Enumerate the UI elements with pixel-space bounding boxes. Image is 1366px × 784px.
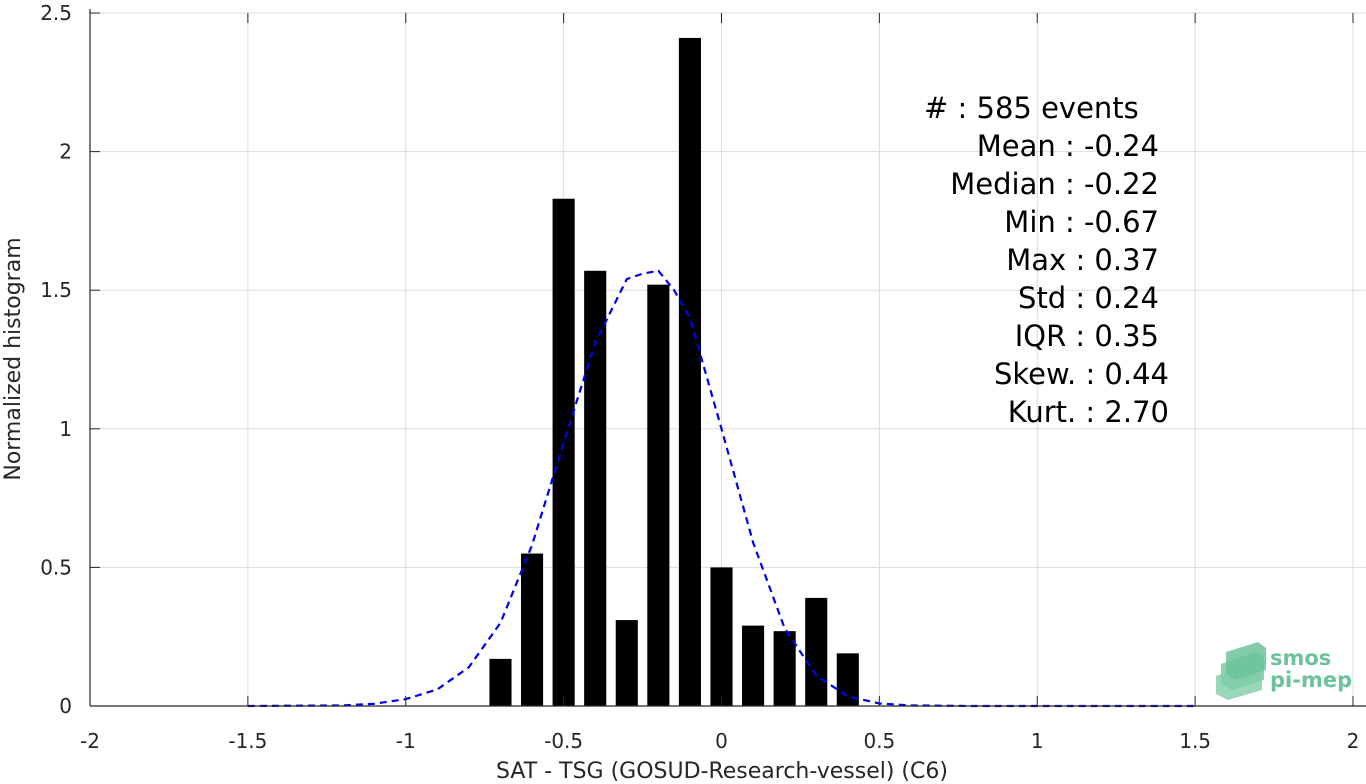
stat-max: Max : 0.37	[1006, 243, 1159, 277]
stat-min: Min : -0.67	[1004, 205, 1159, 239]
histogram-bar	[742, 625, 765, 706]
histogram-bar	[520, 553, 544, 706]
histogram-bar	[805, 597, 828, 706]
y-tick-label: 0	[59, 694, 72, 718]
stat-skew: Skew. : 0.44	[994, 357, 1169, 391]
x-axis-label: SAT - TSG (GOSUD-Research-vessel) (C6)	[496, 759, 948, 784]
x-tick-label: -1.5	[228, 729, 267, 753]
plot-axes	[89, 9, 1366, 707]
stat-iqr: IQR : 0.35	[1015, 319, 1159, 353]
x-tick-label: 2	[1347, 729, 1360, 753]
stat-median: Median : -0.22	[950, 167, 1159, 201]
y-tick-labels: 0 0.5 1 1.5 2 2.5	[40, 1, 72, 718]
stat-std: Std : 0.24	[1018, 281, 1159, 315]
x-tick-label: 0	[715, 729, 728, 753]
histogram-bars	[489, 37, 859, 706]
smos-pimep-logo: smos pi-mep	[1216, 642, 1352, 700]
y-axis-label: Normalized histogram	[1, 237, 26, 480]
histogram-bar	[489, 658, 512, 706]
histogram-bar	[552, 198, 575, 706]
y-tick-label: 2	[59, 140, 72, 164]
stat-kurt: Kurt. : 2.70	[1008, 395, 1169, 429]
logo-mark-icon	[1216, 642, 1266, 700]
x-tick-label: -2	[80, 729, 100, 753]
logo-line1: smos	[1270, 646, 1331, 670]
logo-line2: pi-mep	[1270, 668, 1352, 692]
y-tick-label: 2.5	[40, 1, 72, 25]
x-tick-label: 1	[1031, 729, 1044, 753]
histogram-bar	[615, 620, 638, 706]
y-tick-label: 1.5	[40, 278, 72, 302]
stats-box: # : 585 events Mean : -0.24 Median : -0.…	[924, 91, 1169, 429]
histogram-bar	[647, 284, 670, 706]
y-tick-label: 1	[59, 417, 72, 441]
x-tick-label: 0.5	[863, 729, 895, 753]
y-tick-label: 0.5	[40, 555, 72, 579]
x-tick-label: 1.5	[1179, 729, 1211, 753]
histogram-bar	[710, 567, 733, 706]
stat-mean: Mean : -0.24	[977, 129, 1159, 163]
stat-count: # : 585 events	[924, 91, 1139, 125]
histogram-bar	[584, 270, 607, 706]
x-tick-label: -1	[396, 729, 416, 753]
x-tick-labels: -2 -1.5 -1 -0.5 0 0.5 1 1.5 2	[80, 729, 1359, 753]
histogram-bar	[773, 631, 796, 706]
x-tick-label: -0.5	[544, 729, 583, 753]
histogram-bar	[678, 37, 701, 706]
